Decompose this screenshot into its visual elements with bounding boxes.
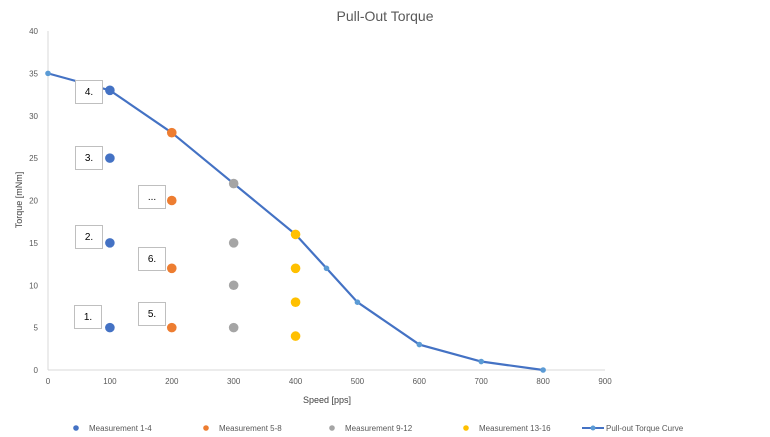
legend-marker-swatch [73, 425, 79, 431]
measurement-point [228, 280, 239, 291]
torque-curve-point [45, 70, 51, 77]
legend-marker-swatch [590, 425, 596, 431]
legend-label: Measurement 1-4 [89, 424, 152, 433]
annotation-box-1: 1. [74, 305, 102, 329]
y-tick-label: 25 [29, 154, 38, 163]
measurement-point [290, 263, 301, 274]
annotation-box-5: 5. [138, 302, 166, 326]
x-axis-label: Speed [pps] [303, 395, 351, 405]
measurement-point [228, 178, 239, 189]
legend-marker-swatch [203, 425, 209, 431]
x-tick-label: 600 [413, 377, 427, 386]
y-tick-label: 40 [29, 27, 38, 36]
x-tick-label: 900 [598, 377, 612, 386]
y-tick-label: 0 [34, 366, 39, 375]
torque-curve-point [323, 265, 330, 272]
y-tick-label: 5 [34, 324, 39, 333]
x-tick-label: 700 [475, 377, 489, 386]
measurement-point [290, 229, 301, 240]
x-tick-label: 500 [351, 377, 365, 386]
measurement-point [105, 153, 115, 163]
torque-curve-line [47, 72, 544, 372]
measurement-point [105, 322, 115, 333]
torque-curve-point [478, 358, 485, 365]
annotation-box-ellipsis: ... [138, 185, 166, 209]
x-tick-label: 0 [46, 377, 51, 386]
chart-title: Pull-Out Torque [336, 8, 433, 24]
legend-marker-swatch [329, 425, 335, 431]
legend-label: Pull-out Torque Curve [606, 424, 684, 433]
torque-curve-point [540, 367, 546, 373]
x-tick-label: 200 [165, 377, 179, 386]
y-tick-label: 10 [29, 281, 38, 290]
measurement-point [166, 127, 177, 138]
torque-curve-point [354, 299, 361, 306]
measurement-point [166, 322, 177, 333]
annotation-box-4: 4. [75, 80, 103, 104]
y-axis-label: Torque [mNm] [14, 172, 24, 229]
legend-label: Measurement 5-8 [219, 424, 282, 433]
measurement-point [290, 297, 301, 308]
legend-marker-swatch [463, 425, 469, 431]
y-tick-label: 30 [29, 112, 38, 121]
y-tick-label: 20 [29, 197, 38, 206]
y-tick-label: 35 [29, 69, 38, 78]
measurement-point [166, 263, 177, 274]
annotation-box-6: 6. [138, 247, 166, 271]
torque-curve-point [416, 341, 423, 348]
measurement-point [166, 195, 177, 206]
measurement-point [105, 238, 115, 248]
annotation-box-3: 3. [75, 146, 103, 170]
x-tick-label: 400 [289, 377, 303, 386]
measurement-point [105, 85, 115, 96]
x-tick-label: 800 [536, 377, 550, 386]
legend-label: Measurement 9-12 [345, 424, 413, 433]
annotation-box-2: 2. [75, 225, 103, 249]
y-tick-label: 15 [29, 239, 38, 248]
measurement-point [290, 331, 301, 341]
legend-label: Measurement 13-16 [479, 424, 551, 433]
x-tick-label: 300 [227, 377, 241, 386]
x-tick-label: 100 [103, 377, 117, 386]
measurement-point [228, 322, 239, 333]
measurement-point [228, 238, 239, 248]
